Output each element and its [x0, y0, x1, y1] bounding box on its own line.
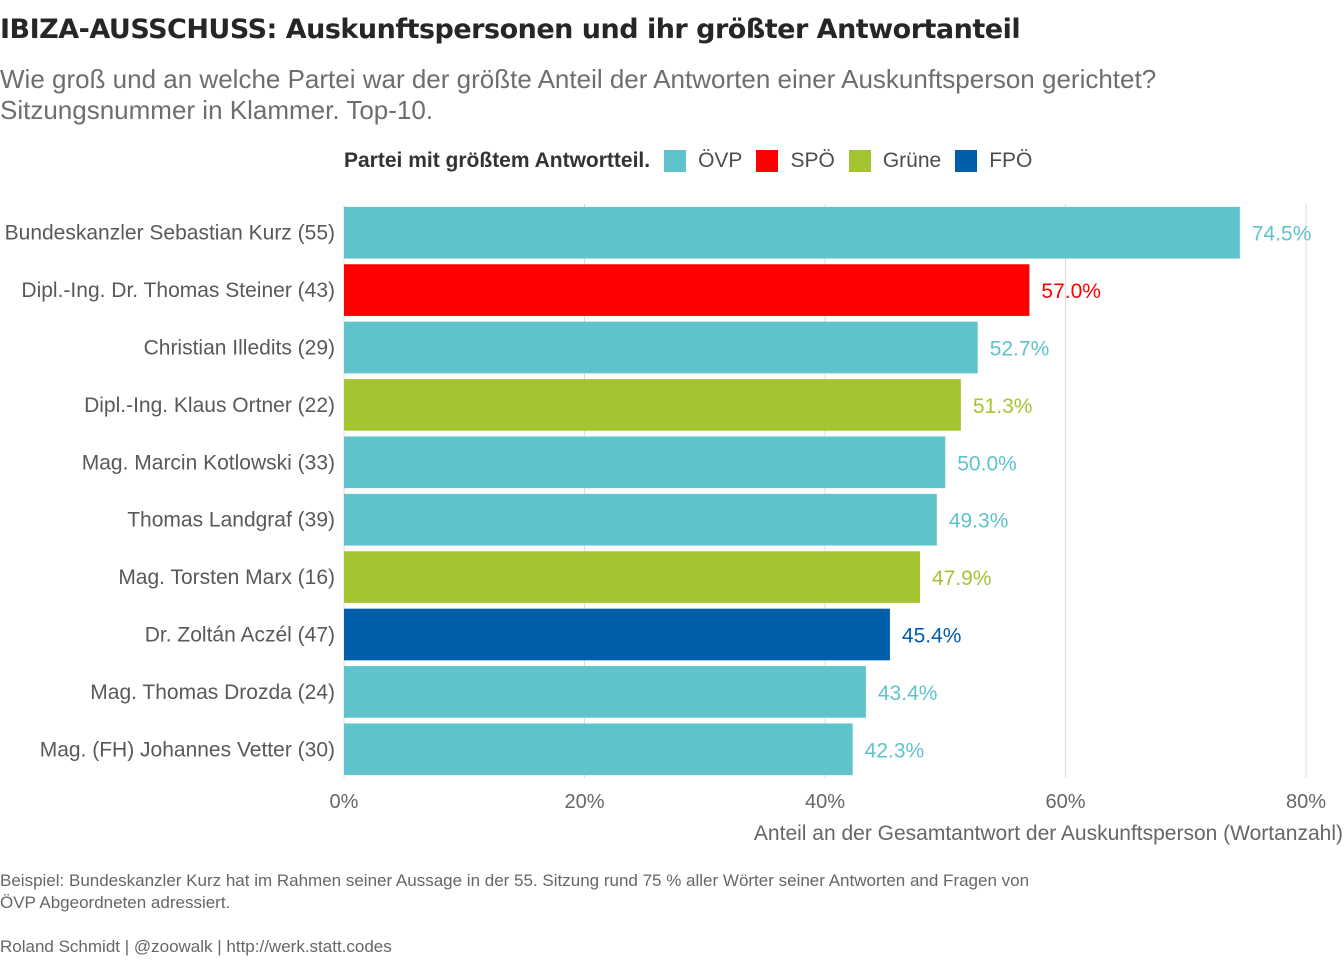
category-label-bundeskanzler-sebastian-kurz-55: Bundeskanzler Sebastian Kurz (55)	[5, 222, 335, 245]
bar-dipl-ing-klaus-ortner-22	[344, 379, 961, 431]
bar-thomas-landgraf-39	[344, 493, 937, 546]
value-label-dipl-ing-klaus-ortner-22: 51.3%	[973, 395, 1033, 418]
legend-swatch-oevp	[664, 150, 687, 172]
legend-swatch-fpoe	[955, 150, 978, 172]
value-label-mag-thomas-drozda-24: 43.4%	[878, 682, 938, 705]
x-tick-label-80pct: 80%	[1286, 791, 1326, 813]
caption-line-2: ÖVP Abgeordneten adressiert.	[0, 893, 231, 912]
category-label-mag-thomas-drozda-24: Mag. Thomas Drozda (24)	[90, 681, 335, 704]
legend-label-spoe: SPÖ	[790, 149, 835, 172]
value-label-dr-zoltan-aczel-47: 45.4%	[902, 625, 962, 648]
x-tick-label-0pct: 0%	[330, 791, 359, 813]
caption: Beispiel: Bundeskanzler Kurz hat im Rahm…	[0, 870, 1160, 914]
bar-christian-illedits-29	[344, 321, 978, 374]
value-label-bundeskanzler-sebastian-kurz-55: 74.5%	[1252, 223, 1312, 246]
x-axis-ticks: 0% 20% 40% 60% 80%	[330, 791, 1327, 813]
category-label-christian-illedits-29: Christian Illedits (29)	[144, 337, 335, 360]
category-label-mag-torsten-marx-16: Mag. Torsten Marx (16)	[118, 566, 335, 589]
bar-dipl-ing-dr-thomas-steiner-43	[344, 264, 1030, 316]
value-label-thomas-landgraf-39: 49.3%	[949, 510, 1009, 533]
category-label-thomas-landgraf-39: Thomas Landgraf (39)	[127, 509, 335, 532]
bar-mag-fh-johannes-vetter-30	[344, 723, 853, 776]
chart-title: IBIZA-AUSSCHUSS: Auskunftspersonen und i…	[0, 14, 1021, 45]
value-labels: 74.5% 57.0% 52.7% 51.3% 50.0% 49.3% 47.9% 45.4%…	[865, 223, 1312, 763]
x-tick-label-60pct: 60%	[1045, 791, 1085, 813]
value-label-mag-marcin-kotlowski-33: 50.0%	[957, 452, 1017, 475]
legend: Partei mit größtem Antwortteil. ÖVP SPÖ …	[344, 146, 1046, 176]
category-label-dipl-ing-klaus-ortner-22: Dipl.-Ing. Klaus Ortner (22)	[84, 394, 335, 417]
legend-swatch-gruene	[848, 150, 871, 172]
category-labels: Bundeskanzler Sebastian Kurz (55) Dipl.-I…	[5, 222, 335, 762]
x-tick-label-40pct: 40%	[805, 791, 845, 813]
credits: Roland Schmidt | @zoowalk | http://werk.…	[0, 937, 392, 956]
x-tick-label-20pct: 20%	[564, 791, 604, 813]
category-label-mag-marcin-kotlowski-33: Mag. Marcin Kotlowski (33)	[82, 451, 335, 474]
value-label-mag-torsten-marx-16: 47.9%	[932, 567, 992, 590]
bar-mag-thomas-drozda-24	[344, 666, 866, 718]
legend-swatch-spoe	[756, 150, 779, 172]
legend-title: Partei mit größtem Antwortteil.	[344, 149, 651, 172]
legend-label-gruene: Grüne	[882, 149, 942, 172]
legend-item-fpoe: FPÖ	[955, 149, 1032, 173]
subtitle-line-2: Sitzungsnummer in Klammer. Top-10.	[0, 95, 434, 125]
bar-bundeskanzler-sebastian-kurz-55	[344, 206, 1240, 259]
category-label-dipl-ing-dr-thomas-steiner-43: Dipl.-Ing. Dr. Thomas Steiner (43)	[21, 279, 335, 302]
legend-item-oevp: ÖVP	[664, 149, 742, 173]
legend-label-fpoe: FPÖ	[989, 149, 1033, 172]
bar-chart: Bundeskanzler Sebastian Kurz (55) Dipl.-I…	[5, 204, 1343, 845]
category-label-dr-zoltan-aczel-47: Dr. Zoltán Aczél (47)	[145, 624, 335, 647]
subtitle-line-1: Wie groß und an welche Partei war der gr…	[0, 64, 1157, 94]
value-label-christian-illedits-29: 52.7%	[990, 338, 1050, 361]
value-label-mag-fh-johannes-vetter-30: 42.3%	[865, 739, 925, 762]
chart-subtitle: Wie groß und an welche Partei war der gr…	[0, 64, 1300, 126]
x-axis-title: Anteil an der Gesamtantwort der Auskunft…	[754, 822, 1343, 845]
category-label-mag-fh-johannes-vetter-30: Mag. (FH) Johannes Vetter (30)	[40, 738, 335, 761]
bar-mag-marcin-kotlowski-33	[344, 436, 946, 489]
value-label-dipl-ing-dr-thomas-steiner-43: 57.0%	[1041, 280, 1101, 303]
legend-item-gruene: Grüne	[848, 149, 942, 173]
caption-line-1: Beispiel: Bundeskanzler Kurz hat im Rahm…	[0, 871, 1030, 890]
bars-group	[344, 206, 1240, 776]
bar-mag-torsten-marx-16	[344, 551, 920, 603]
bar-dr-zoltan-aczel-47	[344, 608, 890, 661]
legend-label-oevp: ÖVP	[698, 149, 743, 172]
legend-item-spoe: SPÖ	[756, 149, 835, 173]
